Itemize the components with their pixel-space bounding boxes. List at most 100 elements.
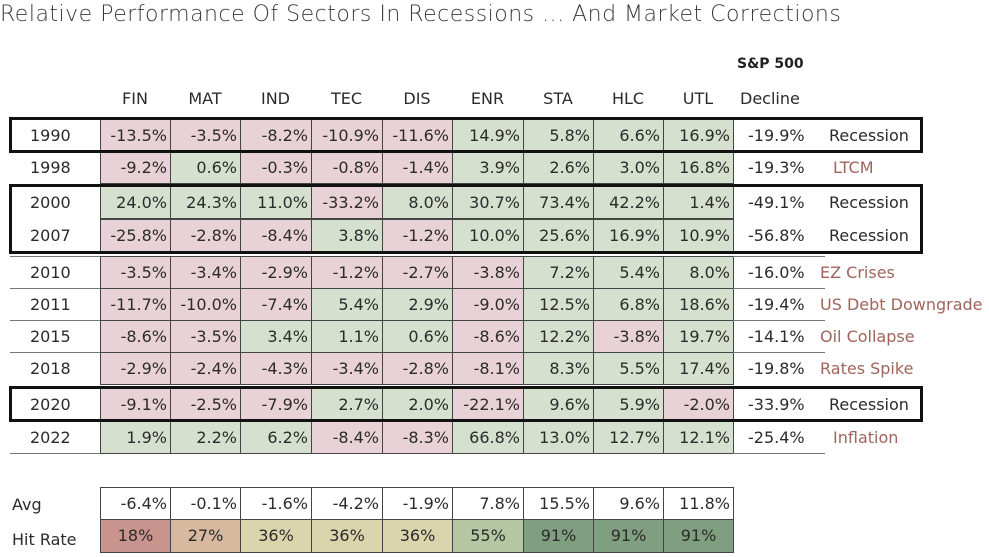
row-event: Recession (829, 193, 909, 212)
row-event: Oil Collapse (820, 327, 915, 346)
row-event: EZ Crises (820, 263, 895, 282)
table-cell: 25.6% (523, 219, 594, 252)
table-cell: -10.0% (170, 288, 241, 321)
row-separator-right (733, 453, 825, 454)
table-cell: 8.0% (663, 256, 734, 289)
table-cell: -3.8% (452, 256, 524, 289)
table-cell: -3.4% (170, 256, 241, 289)
table-cell: 10.0% (452, 219, 524, 252)
hit-rate-cell: 91% (663, 519, 734, 553)
table-cell: 2.2% (170, 421, 241, 454)
table-cell: -8.6% (100, 320, 171, 353)
table-cell: -8.2% (240, 119, 312, 152)
row-event: Recession (829, 226, 909, 245)
table-cell: 12.2% (523, 320, 594, 353)
table-cell: -2.8% (170, 219, 241, 252)
table-cell: -1.2% (311, 256, 383, 289)
table-cell: 5.5% (593, 352, 664, 385)
table-cell: -2.5% (170, 388, 241, 421)
table-cell: 13.0% (523, 421, 594, 454)
table-cell: -8.6% (452, 320, 524, 353)
row-year-2018: 2018 (30, 359, 71, 378)
column-header-utl: UTL (682, 89, 714, 108)
sp500-header-line2: Decline (740, 89, 800, 108)
row-event: Inflation (833, 428, 899, 447)
table-cell: 18.6% (663, 288, 734, 321)
table-cell: -8.4% (240, 219, 312, 252)
hit-rate-cell: 91% (523, 519, 594, 553)
table-cell: 12.5% (523, 288, 594, 321)
table-cell: -3.4% (311, 352, 383, 385)
table-cell: -8.3% (382, 421, 453, 454)
table-cell: 16.8% (663, 151, 734, 184)
row-decline: -19.8% (748, 359, 805, 378)
avg-label: Avg (12, 495, 42, 514)
row-event: US Debt Downgrade (820, 295, 983, 314)
row-event: Recession (829, 395, 909, 414)
row-separator-left (10, 320, 100, 321)
row-year-2007: 2007 (30, 226, 71, 245)
recession-frame-2000-2007 (9, 184, 923, 254)
table-cell: 30.7% (452, 186, 524, 219)
row-separator-left (10, 453, 100, 454)
hit-rate-cell: 36% (382, 519, 453, 553)
row-decline: -19.9% (748, 126, 805, 145)
column-header-sta: STA (543, 89, 573, 108)
table-cell: 12.7% (593, 421, 664, 454)
hit-rate-cell: 27% (170, 519, 241, 553)
table-cell: -11.6% (382, 119, 453, 152)
row-separator-right (733, 320, 825, 321)
table-cell: 3.9% (452, 151, 524, 184)
avg-cell: -0.1% (170, 487, 241, 520)
avg-cell: -4.2% (311, 487, 383, 520)
table-cell: -8.1% (452, 352, 524, 385)
table-cell: 16.9% (593, 219, 664, 252)
hit-rate-cell: 91% (593, 519, 664, 553)
hit-rate-cell: 55% (452, 519, 524, 553)
row-decline: -19.4% (748, 295, 805, 314)
table-cell: 12.1% (663, 421, 734, 454)
row-separator-right (733, 288, 825, 289)
table-cell: -9.0% (452, 288, 524, 321)
column-header-hlc: HLC (611, 89, 645, 108)
row-decline: -56.8% (748, 226, 805, 245)
recession-frame-1990 (9, 117, 923, 153)
table-cell: 5.4% (593, 256, 664, 289)
table-cell: -4.3% (240, 352, 312, 385)
table-cell: -3.8% (593, 320, 664, 353)
table-cell: -0.3% (240, 151, 312, 184)
column-header-enr: ENR (470, 89, 505, 108)
avg-cell: -1.9% (382, 487, 453, 520)
row-year-2011: 2011 (30, 295, 71, 314)
column-header-tec: TEC (330, 89, 363, 108)
row-event: Recession (829, 126, 909, 145)
row-decline: -25.4% (748, 428, 805, 447)
table-cell: 8.3% (523, 352, 594, 385)
table-cell: -7.4% (240, 288, 312, 321)
table-cell: 24.3% (170, 186, 241, 219)
table-cell: -2.4% (170, 352, 241, 385)
row-event: LTCM (833, 158, 874, 177)
row-decline: -14.1% (748, 327, 805, 346)
table-cell: 7.2% (523, 256, 594, 289)
row-decline: -19.3% (748, 158, 805, 177)
avg-cell: 15.5% (523, 487, 594, 520)
hit-rate-cell: 36% (311, 519, 383, 553)
column-header-ind: IND (260, 89, 290, 108)
table-cell: 3.0% (593, 151, 664, 184)
table-cell: -2.9% (240, 256, 312, 289)
table-cell: 2.9% (382, 288, 453, 321)
row-year-2000: 2000 (30, 193, 71, 212)
table-cell: 66.8% (452, 421, 524, 454)
column-header-fin: FIN (122, 89, 148, 108)
table-cell: -2.7% (382, 256, 453, 289)
table-cell: -9.1% (100, 388, 171, 421)
row-separator-left (10, 288, 100, 289)
row-decline: -33.9% (748, 395, 805, 414)
table-cell: -7.9% (240, 388, 312, 421)
row-separator-left (10, 256, 100, 257)
table-cell: -3.5% (170, 320, 241, 353)
column-header-dis: DIS (403, 89, 431, 108)
table-cell: 2.6% (523, 151, 594, 184)
table-cell: -2.8% (382, 352, 453, 385)
